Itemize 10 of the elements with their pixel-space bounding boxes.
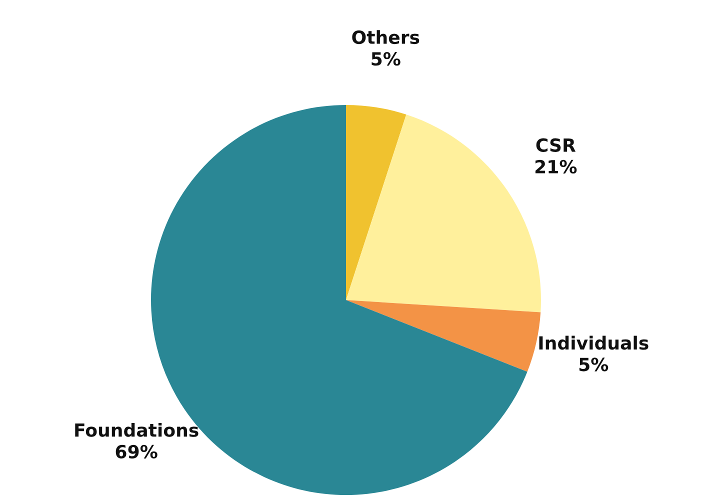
data-label: 5% [579, 358, 608, 372]
slice-label: Others [352, 30, 420, 44]
pie-slice [346, 300, 541, 372]
data-label: 21% [535, 160, 577, 174]
slice-label: Foundations [75, 422, 198, 437]
data-label: 5% [372, 52, 400, 66]
slice-label: Individuals [539, 336, 648, 350]
slice-label: CSR [536, 138, 576, 152]
data-label: 69% [116, 444, 158, 459]
pie-slice [346, 105, 406, 300]
